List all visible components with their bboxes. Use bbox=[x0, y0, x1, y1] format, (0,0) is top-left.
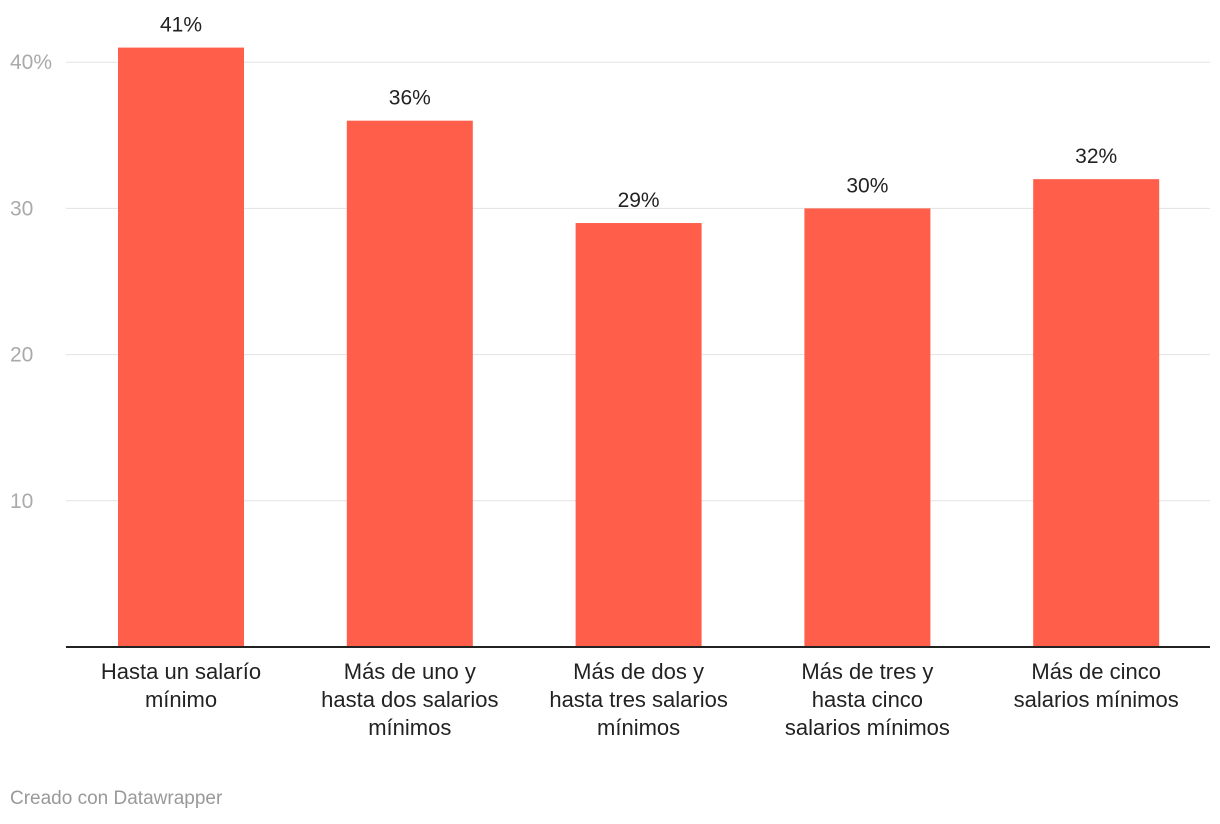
category-label: Hasta un salarío mínimo bbox=[101, 659, 261, 712]
category-label: Más de dos y hasta tres salarios mínimos bbox=[549, 659, 728, 740]
category-label: Más de tres y hasta cinco salarios mínimos bbox=[785, 659, 950, 740]
bar bbox=[346, 120, 473, 648]
category-label-line: salarios mínimos bbox=[1014, 687, 1179, 712]
category-label-line: mínimo bbox=[145, 687, 217, 712]
bar-value-label: 30% bbox=[846, 174, 888, 197]
y-tick-label: 40% bbox=[10, 51, 52, 74]
category-labels: Hasta un salarío mínimo Más de uno y hasta … bbox=[101, 659, 1179, 740]
bar-value-label: 29% bbox=[618, 189, 660, 212]
category-label: Más de cinco salarios mínimos bbox=[1014, 659, 1179, 712]
category-label-line: Más de tres y bbox=[801, 659, 933, 684]
bar-value-label: 41% bbox=[160, 14, 202, 37]
y-tick-label: 20 bbox=[10, 344, 33, 367]
category-label-line: Más de cinco bbox=[1031, 659, 1161, 684]
y-tick-label: 30 bbox=[10, 197, 33, 220]
bars bbox=[118, 47, 1160, 648]
bar-value-label: 32% bbox=[1075, 145, 1117, 168]
category-label-line: salarios mínimos bbox=[785, 715, 950, 740]
category-label-line: mínimos bbox=[597, 715, 680, 740]
category-label-line: Más de dos y bbox=[573, 659, 704, 684]
bar-value-label: 36% bbox=[389, 87, 431, 110]
value-labels: 41% 36% 29% 30% 32% bbox=[160, 14, 1117, 212]
bar bbox=[804, 208, 931, 647]
credit-text: Creado con Datawrapper bbox=[10, 788, 223, 809]
y-tick-label: 10 bbox=[10, 490, 33, 513]
category-label-line: Hasta un salarío bbox=[101, 659, 261, 684]
category-label-line: mínimos bbox=[368, 715, 451, 740]
category-label-line: hasta dos salarios bbox=[321, 687, 498, 712]
category-label-line: hasta tres salarios bbox=[549, 687, 728, 712]
bar bbox=[575, 223, 702, 647]
bar bbox=[118, 47, 244, 647]
category-label-line: Más de uno y bbox=[344, 659, 476, 684]
category-label: Más de uno y hasta dos salarios mínimos bbox=[321, 659, 498, 740]
bar bbox=[1033, 179, 1160, 647]
category-label-line: hasta cinco bbox=[812, 687, 923, 712]
